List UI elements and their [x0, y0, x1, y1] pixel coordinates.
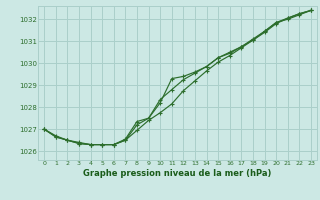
X-axis label: Graphe pression niveau de la mer (hPa): Graphe pression niveau de la mer (hPa) — [84, 169, 272, 178]
